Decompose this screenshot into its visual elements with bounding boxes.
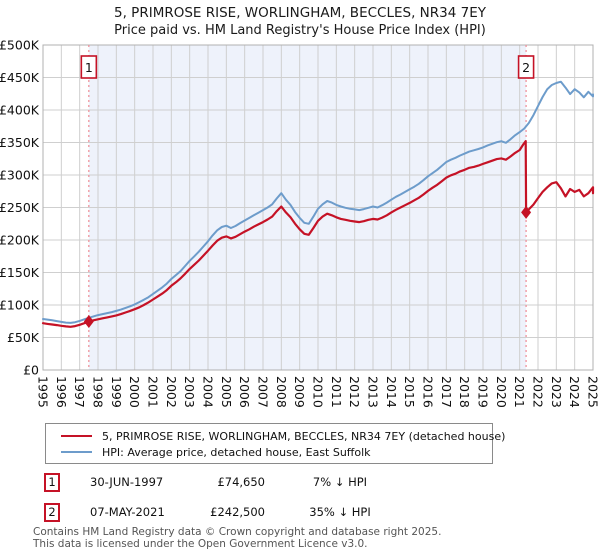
footer-line-2: This data is licensed under the Open Gov…	[33, 537, 368, 550]
transaction-1-hpi-delta: 7% ↓ HPI	[312, 475, 368, 489]
svg-text:2011: 2011	[329, 376, 344, 408]
x-axis-labels: 1995 1996 1997 1998 1999 2000 2001 2002 2003 2004…	[36, 376, 600, 408]
svg-text:2019: 2019	[476, 376, 491, 408]
transaction-1-price: £74,650	[217, 475, 265, 489]
svg-text:£50K: £50K	[7, 330, 40, 345]
price-line-swatch	[61, 435, 92, 437]
svg-text:£100K: £100K	[0, 297, 40, 312]
hpi-line-swatch	[61, 451, 92, 453]
svg-text:2007: 2007	[256, 376, 271, 408]
svg-text:£300K: £300K	[0, 167, 40, 182]
svg-text:2006: 2006	[237, 376, 252, 408]
svg-text:2004: 2004	[201, 376, 216, 408]
svg-text:2002: 2002	[164, 376, 179, 408]
price-paid-line	[41, 140, 595, 328]
copyright-footer: Contains HM Land Registry data © Crown c…	[33, 526, 442, 550]
svg-text:£350K: £350K	[0, 135, 40, 150]
svg-text:1995: 1995	[36, 376, 51, 408]
svg-text:2000: 2000	[127, 376, 142, 408]
svg-text:£0: £0	[23, 362, 39, 377]
svg-text:2012: 2012	[347, 376, 362, 408]
svg-text:2018: 2018	[457, 376, 472, 408]
svg-text:2008: 2008	[274, 376, 289, 408]
svg-text:2014: 2014	[384, 376, 399, 408]
sale-marker-box-2	[517, 55, 535, 79]
plot-border	[42, 44, 594, 371]
page-subtitle: Price paid vs. HM Land Registry's House …	[114, 23, 486, 38]
svg-text:£200K: £200K	[0, 232, 40, 247]
svg-text:1998: 1998	[91, 376, 106, 408]
transaction-row-1: 1 30-JUN-1997 £74,650 7% ↓ HPI	[44, 472, 395, 492]
transaction-1-marker: 1	[44, 472, 60, 492]
svg-text:2025: 2025	[586, 376, 600, 408]
svg-text:2022: 2022	[531, 376, 546, 408]
svg-text:£450K: £450K	[0, 70, 40, 85]
svg-text:2005: 2005	[219, 376, 234, 408]
svg-text:2023: 2023	[549, 376, 564, 408]
transaction-2-marker: 2	[44, 502, 60, 522]
legend-item-hpi: HPI: Average price, detached house, East…	[61, 444, 492, 460]
transaction-2-date: 07-MAY-2021	[90, 505, 165, 519]
svg-text:2010: 2010	[311, 376, 326, 408]
svg-text:2015: 2015	[402, 376, 417, 408]
hpi-line	[42, 80, 594, 324]
svg-text:£250K: £250K	[0, 200, 40, 215]
svg-text:£400K: £400K	[0, 102, 40, 117]
sale-marker-label-2: 2	[522, 60, 530, 75]
y-axis-labels: £0 £50K £100K £150K £200K £250K £300K £350K £400…	[0, 37, 40, 377]
svg-text:1999: 1999	[109, 376, 124, 408]
svg-text:2013: 2013	[366, 376, 381, 408]
sale-marker-diamond-1	[83, 314, 94, 328]
sale-marker-box-1	[80, 55, 98, 79]
svg-text:1996: 1996	[54, 376, 69, 408]
svg-text:2017: 2017	[439, 376, 454, 408]
legend-label: 5, PRIMROSE RISE, WORLINGHAM, BECCLES, N…	[102, 429, 506, 443]
transaction-row-2: 2 07-MAY-2021 £242,500 35% ↓ HPI	[44, 502, 395, 522]
svg-text:2003: 2003	[182, 376, 197, 408]
footer-line-1: Contains HM Land Registry data © Crown c…	[33, 526, 442, 538]
transaction-1-date: 30-JUN-1997	[90, 475, 164, 489]
legend-label: HPI: Average price, detached house, East…	[102, 445, 371, 459]
transaction-2-hpi-delta: 35% ↓ HPI	[309, 505, 371, 519]
page-title: 5, PRIMROSE RISE, WORLINGHAM, BECCLES, N…	[114, 5, 486, 21]
svg-text:£500K: £500K	[0, 37, 40, 52]
chart-legend: 5, PRIMROSE RISE, WORLINGHAM, BECCLES, N…	[45, 423, 505, 464]
svg-text:2009: 2009	[292, 376, 307, 408]
sale-marker-diamond-2	[521, 205, 532, 219]
svg-text:2016: 2016	[421, 376, 436, 408]
svg-text:2020: 2020	[494, 376, 509, 408]
legend-item-price-paid: 5, PRIMROSE RISE, WORLINGHAM, BECCLES, N…	[61, 428, 505, 444]
sale-marker-label-1: 1	[85, 60, 93, 75]
svg-text:1997: 1997	[72, 376, 87, 408]
svg-text:£150K: £150K	[0, 265, 40, 280]
svg-text:2024: 2024	[567, 376, 582, 408]
svg-text:2021: 2021	[512, 376, 527, 408]
transaction-2-price: £242,500	[210, 505, 265, 519]
svg-text:2001: 2001	[146, 376, 161, 408]
